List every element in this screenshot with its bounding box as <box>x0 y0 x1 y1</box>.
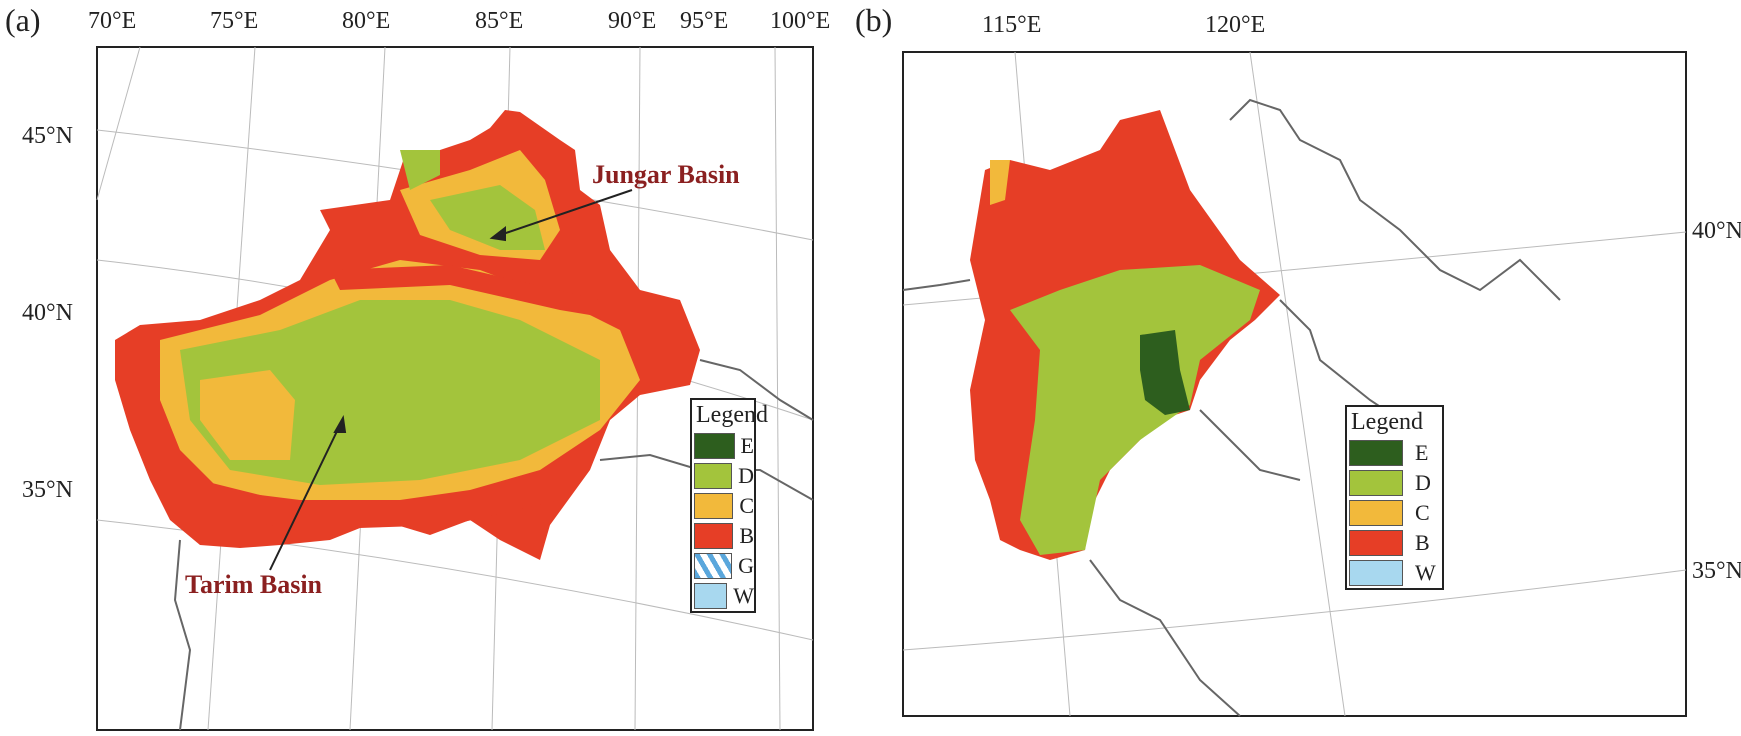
jungar-basin-label: Jungar Basin <box>592 160 740 189</box>
legend-swatch <box>1349 470 1403 496</box>
tick-label: 40°N <box>1692 218 1741 244</box>
tick-label: 35°N <box>22 477 73 503</box>
xinjiang-region <box>115 110 700 560</box>
tick-label: 95°E <box>680 8 729 34</box>
legend-item-W: W <box>692 581 754 611</box>
legend-swatch <box>694 493 734 519</box>
tick-label: 100°E <box>770 8 831 34</box>
legend-item-E: E <box>692 431 754 461</box>
legend-swatch <box>694 553 733 579</box>
panel-a-arrows <box>269 189 633 571</box>
legend-item-C: C <box>692 491 754 521</box>
tick-label: 45°N <box>22 123 73 149</box>
legend-label: G <box>738 553 754 578</box>
legend-item-D: D <box>692 461 754 491</box>
legend-label: B <box>739 523 754 548</box>
tick-label: 115°E <box>982 12 1042 38</box>
legend-item-C: C <box>1347 498 1442 528</box>
tick-label: 90°E <box>608 8 657 34</box>
legend-title: Legend <box>1351 409 1423 435</box>
legend-label: W <box>733 583 754 608</box>
legend-label: C <box>739 493 754 518</box>
tick-label: 120°E <box>1205 12 1266 38</box>
legend-swatch <box>694 523 734 549</box>
legend-label: B <box>1415 530 1430 555</box>
legend-item-B: B <box>1347 528 1442 558</box>
legend-item-E: E <box>1347 438 1442 468</box>
legend-item-W: W <box>1347 558 1442 588</box>
legend-item-G: G <box>692 551 754 581</box>
tick-label: 70°E <box>88 8 137 34</box>
legend-swatch <box>694 463 733 489</box>
legend-item-D: D <box>1347 468 1442 498</box>
tick-label: 85°E <box>475 8 524 34</box>
panel-b-label: (b) <box>855 2 893 38</box>
tarim-basin-label: Tarim Basin <box>185 570 323 599</box>
legend-item-B: B <box>692 521 754 551</box>
panel-a-label: (a) <box>5 2 41 38</box>
legend-label: D <box>1415 470 1431 495</box>
legend-swatch <box>694 433 735 459</box>
legend-label: E <box>1415 440 1429 465</box>
legend-title: Legend <box>696 402 768 428</box>
legend-swatch <box>1349 530 1403 556</box>
tick-label: 35°N <box>1692 558 1741 584</box>
beijing-tianjin-hebei-region <box>970 110 1280 560</box>
legend-swatch <box>1349 500 1403 526</box>
legend-label: E <box>740 433 754 458</box>
tick-label: 40°N <box>22 300 73 326</box>
legend-swatch <box>694 583 728 609</box>
legend-label: W <box>1415 560 1436 585</box>
tick-label: 80°E <box>342 8 391 34</box>
tick-label: 75°E <box>210 8 259 34</box>
legend-label: D <box>738 463 754 488</box>
legend-swatch <box>1349 560 1403 586</box>
legend-swatch <box>1349 440 1403 466</box>
legend-label: C <box>1415 500 1430 525</box>
